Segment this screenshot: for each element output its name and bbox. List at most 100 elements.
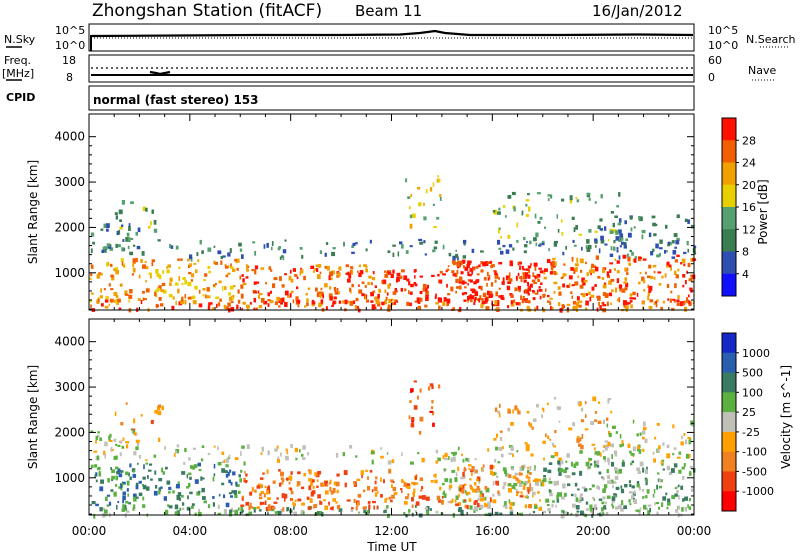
power-echo-cell <box>237 289 240 294</box>
power-echo-cell <box>394 288 397 291</box>
velocity-echo-cell <box>225 474 229 478</box>
power-echo-cell <box>535 232 539 238</box>
power-echo-cell <box>609 230 614 234</box>
power-echo-cell <box>624 220 627 225</box>
velocity-colorbar-tick-label: -100 <box>742 446 767 459</box>
velocity-echo-cell <box>554 452 559 457</box>
power-echo-cell <box>182 277 186 281</box>
velocity-echo-cell <box>677 505 680 510</box>
velocity-echo-cell <box>541 414 544 419</box>
velocity-echo-cell <box>179 507 182 511</box>
velocity-echo-cell <box>547 435 550 440</box>
velocity-echo-cell <box>661 502 664 507</box>
power-echo-cell <box>609 269 612 273</box>
power-echo-cell <box>246 268 249 272</box>
velocity-echo-cell <box>687 436 691 440</box>
velocity-echo-cell <box>127 493 129 497</box>
power-echo-cell <box>547 198 550 202</box>
power-echo-cell <box>119 219 122 222</box>
velocity-echo-cell <box>615 431 618 434</box>
velocity-echo-cell <box>310 482 313 486</box>
power-echo-cell <box>213 260 216 265</box>
velocity-echo-cell <box>687 504 689 508</box>
velocity-echo-cell <box>301 502 305 506</box>
velocity-echo-cell <box>248 505 251 511</box>
velocity-echo-cell <box>188 457 191 461</box>
power-echo-cell <box>599 305 602 309</box>
power-echo-cell <box>478 264 481 268</box>
power-echo-cell <box>468 295 472 300</box>
velocity-echo-cell <box>474 458 477 461</box>
velocity-echo-cell <box>628 499 631 503</box>
power-echo-cell <box>664 273 667 278</box>
power-echo-cell <box>315 287 318 292</box>
power-echo-cell <box>676 299 680 303</box>
velocity-echo-cell <box>357 501 359 507</box>
velocity-echo-cell <box>391 459 395 464</box>
velocity-echo-cell <box>518 482 523 487</box>
power-echo-cell <box>492 304 496 307</box>
velocity-echo-cell <box>522 464 526 469</box>
velocity-echo-cell <box>503 481 507 486</box>
velocity-echo-cell <box>344 482 347 488</box>
velocity-echo-cell <box>642 430 646 435</box>
power-echo-cell <box>442 301 446 306</box>
velocity-echo-cell <box>526 487 531 492</box>
velocity-echo-cell <box>189 476 192 480</box>
velocity-echo-cell <box>412 482 416 486</box>
power-echo-cell <box>467 260 471 266</box>
velocity-echo-cell <box>464 499 466 502</box>
power-echo-cell <box>408 302 412 307</box>
power-echo-cell <box>613 240 616 244</box>
power-echo-cell <box>576 296 580 301</box>
velocity-echo-cell <box>525 475 528 479</box>
power-echo-cell <box>497 228 500 234</box>
power-echo-cell <box>514 287 518 292</box>
power-echo-cell <box>282 249 287 254</box>
velocity-echo-cell <box>434 473 437 478</box>
velocity-echo-cell <box>452 457 456 462</box>
velocity-echo-cell <box>280 477 284 480</box>
power-echo-cell <box>527 287 532 292</box>
power-echo-cell <box>245 276 249 279</box>
power-echo-cell <box>92 241 95 245</box>
power-echo-cell <box>123 247 126 252</box>
power-echo-cell <box>525 272 529 277</box>
power-echo-cell <box>666 261 670 266</box>
velocity-echo-cell <box>198 469 202 472</box>
power-echo-cell <box>399 241 403 245</box>
power-y-axis-label: Slant Range [km] <box>26 160 40 264</box>
power-echo-cell <box>107 261 110 266</box>
power-echo-cell <box>497 300 500 305</box>
velocity-echo-cell <box>571 472 576 476</box>
velocity-echo-cell <box>673 447 677 450</box>
power-echo-cell <box>156 273 160 278</box>
velocity-echo-cell <box>133 451 137 456</box>
velocity-colorbar-label-text: Velocity [m s^-1] <box>779 365 793 469</box>
power-echo-cell <box>566 303 571 306</box>
power-echo-cell <box>592 265 597 268</box>
nsky-bottom-tick: 10^0 <box>55 39 85 52</box>
velocity-echo-cell <box>98 472 102 477</box>
power-echo-cell <box>587 244 592 250</box>
power-echo-cell <box>332 302 335 305</box>
velocity-echo-cell <box>672 424 675 429</box>
power-echo-cell <box>132 258 137 262</box>
power-echo-cell <box>142 291 145 294</box>
velocity-echo-cell <box>213 463 216 469</box>
velocity-echo-cell <box>553 445 557 448</box>
velocity-echo-cell <box>413 405 418 410</box>
velocity-echo-cell <box>405 496 409 500</box>
power-echo-cell <box>589 269 592 274</box>
velocity-echo-cell <box>662 468 665 471</box>
power-echo-cell <box>629 300 633 303</box>
velocity-echo-cell <box>542 478 547 483</box>
velocity-echo-cell <box>155 485 158 489</box>
velocity-echo-cell <box>469 478 472 481</box>
velocity-echo-cell <box>513 482 518 487</box>
power-echo-cell <box>240 293 244 299</box>
power-echo-cell <box>497 239 501 245</box>
velocity-echo-cell <box>606 495 611 499</box>
power-echo-cell <box>127 245 130 250</box>
power-echo-cell <box>476 298 480 301</box>
